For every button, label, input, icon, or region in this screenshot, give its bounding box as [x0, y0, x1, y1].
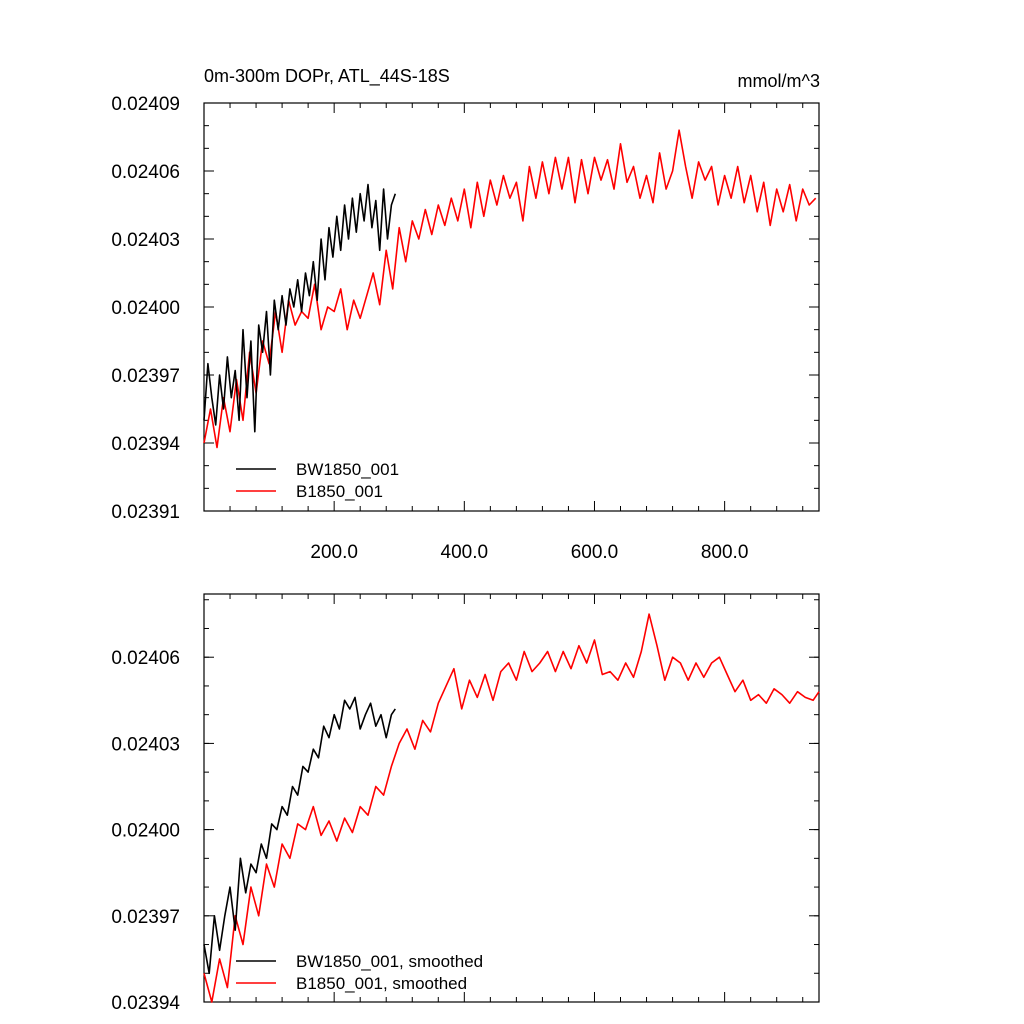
legend-label-bw1850: BW1850_001: [296, 460, 399, 479]
legend-label-bw1850-smoothed: BW1850_001, smoothed: [296, 952, 483, 971]
bottom-ytick-label: 0.02394: [111, 993, 180, 1014]
top-ytick-label: 0.02406: [111, 162, 180, 183]
bottom-series-line-bw1850: [203, 696, 396, 975]
top-xtick-label: 600.0: [571, 542, 619, 563]
bottom-plot-frame: [203, 593, 820, 1003]
bottom-ytick-label: 0.02400: [111, 821, 180, 842]
top-ytick-label: 0.02400: [111, 298, 180, 319]
legend-label-b1850-smoothed: B1850_001, smoothed: [296, 974, 467, 993]
top-series: [203, 129, 817, 449]
bottom-ytick-label: 0.02397: [111, 907, 180, 928]
top-xtick-label: 200.0: [310, 542, 358, 563]
top-series-line-bw1850: [203, 183, 397, 433]
top-ytick-label: 0.02394: [111, 434, 180, 455]
top-ytick-label: 0.02409: [111, 94, 180, 115]
bottom-ytick-label: 0.02403: [111, 734, 180, 755]
top-title: 0m-300m DOPr, ATL_44S-18S: [204, 66, 450, 87]
top-ticks: 0.02391 0.02394 0.02397 0.02400 0.02403 0.024…: [111, 94, 819, 563]
top-xtick-label: 800.0: [701, 542, 749, 563]
top-legend: BW1850_001 B1850_001: [236, 460, 399, 501]
bottom-series: [203, 613, 820, 1003]
legend-label-b1850: B1850_001: [296, 482, 383, 501]
top-units: mmol/m^3: [738, 71, 820, 91]
top-series-line-b1850: [203, 129, 817, 449]
top-ytick-label: 0.02403: [111, 230, 180, 251]
top-panel: 0m-300m DOPr, ATL_44S-18S mmol/m^3 0.023…: [111, 66, 820, 563]
bottom-ytick-label: 0.02406: [111, 648, 180, 669]
bottom-panel: 0.02394 0.02397 0.02400 0.02403 0.02406 BW18…: [111, 593, 820, 1014]
bottom-series-line-b1850: [203, 613, 820, 1003]
bottom-ticks: 0.02394 0.02397 0.02400 0.02403 0.02406: [111, 594, 819, 1014]
top-ytick-label: 0.02391: [111, 502, 180, 523]
top-xtick-label: 400.0: [441, 542, 489, 563]
top-ytick-label: 0.02397: [111, 366, 180, 387]
bottom-legend: BW1850_001, smoothed B1850_001, smoothed: [236, 952, 483, 993]
top-plot-frame: [203, 102, 820, 512]
